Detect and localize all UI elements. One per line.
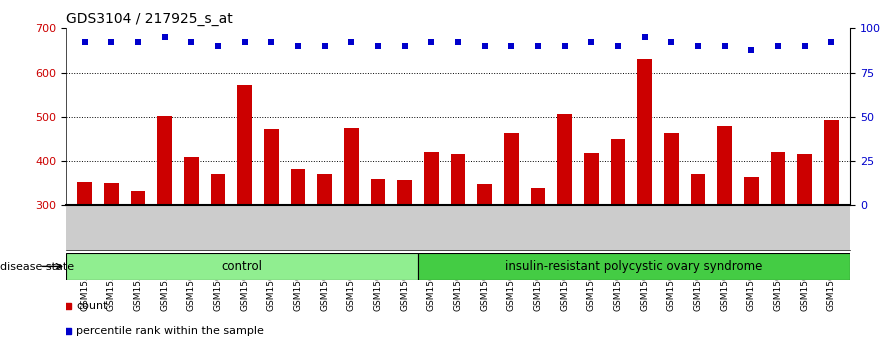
Point xyxy=(825,40,839,45)
Bar xyxy=(104,183,119,338)
Bar xyxy=(78,182,93,338)
Point xyxy=(611,43,626,49)
Bar xyxy=(771,152,786,338)
Bar xyxy=(451,154,465,338)
Bar xyxy=(717,126,732,338)
Point xyxy=(691,43,705,49)
Bar xyxy=(66,253,418,280)
Bar xyxy=(184,156,199,338)
Point xyxy=(291,43,305,49)
Point xyxy=(158,34,172,40)
Bar xyxy=(797,154,812,338)
Point xyxy=(744,47,759,52)
Bar xyxy=(344,128,359,338)
Text: insulin-resistant polycystic ovary syndrome: insulin-resistant polycystic ovary syndr… xyxy=(505,260,763,273)
Point xyxy=(344,40,359,45)
Point xyxy=(397,43,411,49)
Point xyxy=(211,43,226,49)
Point xyxy=(238,40,252,45)
Point xyxy=(798,43,812,49)
Bar xyxy=(824,120,839,338)
Text: percentile rank within the sample: percentile rank within the sample xyxy=(76,326,263,336)
Point xyxy=(771,43,785,49)
Bar xyxy=(691,174,706,338)
Bar xyxy=(424,152,439,338)
Bar xyxy=(264,129,278,338)
Bar xyxy=(291,169,306,338)
Bar xyxy=(584,153,599,338)
Bar xyxy=(158,116,172,338)
Bar xyxy=(130,191,145,338)
Point xyxy=(531,43,545,49)
Bar xyxy=(418,253,850,280)
Text: count: count xyxy=(76,301,107,311)
Bar xyxy=(478,184,492,338)
Bar xyxy=(237,85,252,338)
Point xyxy=(264,40,278,45)
Point xyxy=(478,43,492,49)
Bar xyxy=(664,133,679,338)
Point xyxy=(184,40,198,45)
Point xyxy=(638,34,652,40)
Point xyxy=(371,43,385,49)
Point xyxy=(318,43,332,49)
Bar xyxy=(558,114,572,338)
Bar xyxy=(211,174,226,338)
Text: disease state: disease state xyxy=(0,262,74,272)
Bar xyxy=(744,177,759,338)
Point xyxy=(505,43,519,49)
Bar xyxy=(371,179,386,338)
Point xyxy=(131,40,145,45)
Bar xyxy=(530,188,545,338)
Text: control: control xyxy=(221,260,263,273)
Point xyxy=(718,43,732,49)
Bar xyxy=(611,139,626,338)
Point xyxy=(104,40,118,45)
Bar xyxy=(504,133,519,338)
Point xyxy=(425,40,439,45)
Point xyxy=(451,40,465,45)
Text: GDS3104 / 217925_s_at: GDS3104 / 217925_s_at xyxy=(66,12,233,26)
Point xyxy=(664,40,678,45)
Point xyxy=(558,43,572,49)
Bar xyxy=(317,174,332,338)
Bar xyxy=(397,179,412,338)
Point xyxy=(78,40,92,45)
Bar xyxy=(638,59,652,338)
Point xyxy=(584,40,598,45)
